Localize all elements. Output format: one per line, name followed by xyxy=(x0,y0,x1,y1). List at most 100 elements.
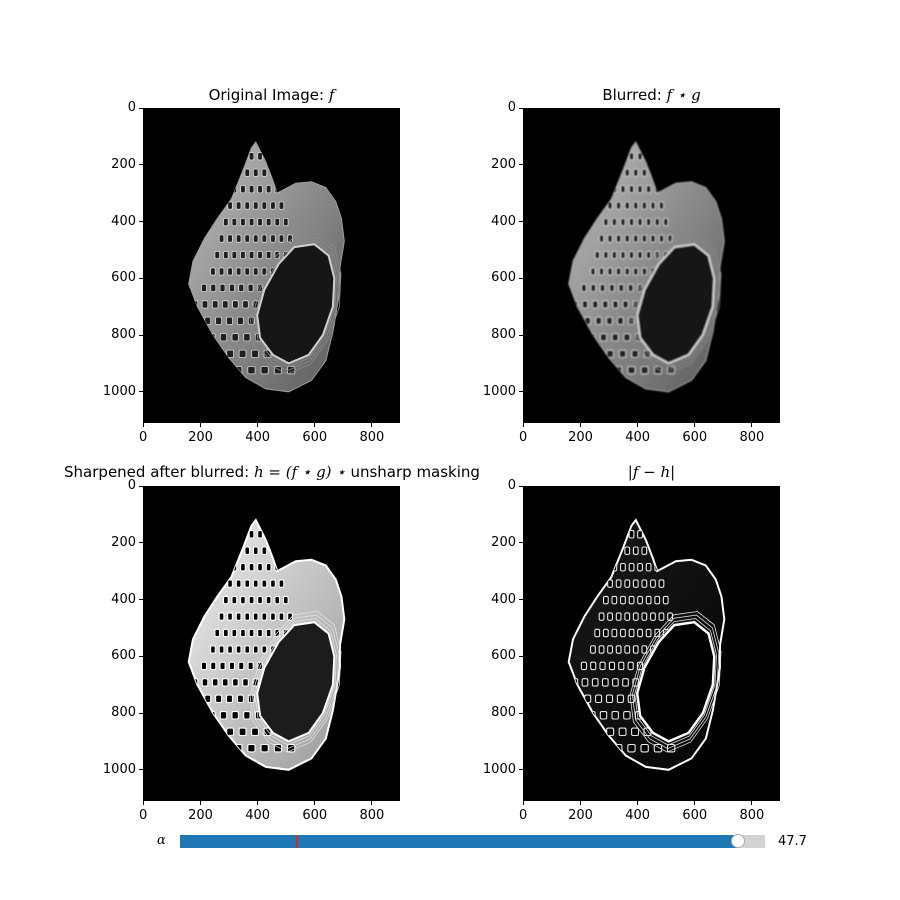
x-tick-mark xyxy=(142,801,144,805)
y-tick-mark xyxy=(139,334,143,336)
y-tick-mark xyxy=(519,277,523,279)
image-canvas xyxy=(567,518,726,771)
y-tick-mark xyxy=(139,655,143,657)
panel-title: Sharpened after blurred: h = (f ⋆ g) ⋆ u… xyxy=(40,463,504,481)
x-tick-mark xyxy=(579,801,581,805)
y-tick-label: 200 xyxy=(491,534,516,550)
y-tick-mark xyxy=(519,712,523,714)
shell-image xyxy=(187,518,346,771)
x-tick-mark xyxy=(636,423,638,427)
y-tick-label: 0 xyxy=(507,100,516,115)
x-tick-label: 600 xyxy=(302,430,328,445)
slider-handle[interactable] xyxy=(731,834,746,848)
panel-title-math: f xyxy=(328,86,335,104)
x-tick-mark xyxy=(256,801,258,805)
panel-title: Original Image: f xyxy=(143,86,400,104)
x-tick-mark xyxy=(750,423,752,427)
x-tick-mark xyxy=(142,423,144,427)
shell-image xyxy=(568,141,725,393)
y-tick-label: 600 xyxy=(111,270,136,286)
y-tick-label: 400 xyxy=(111,213,136,229)
y-tick-mark xyxy=(139,221,143,222)
y-tick-mark xyxy=(139,164,143,166)
x-tick-label: 400 xyxy=(625,430,651,445)
y-tick-label: 0 xyxy=(127,478,136,493)
panel-title-math: |f − h| xyxy=(627,463,676,481)
y-tick-mark xyxy=(139,712,143,714)
y-tick-label: 600 xyxy=(491,648,516,664)
y-tick-label: 800 xyxy=(111,705,136,721)
x-tick-label: 0 xyxy=(139,430,148,445)
y-tick-label: 1000 xyxy=(482,761,516,777)
y-tick-mark xyxy=(139,599,143,600)
x-tick-label: 600 xyxy=(302,808,328,823)
y-tick-label: 1000 xyxy=(102,761,136,777)
x-tick-label: 200 xyxy=(188,808,213,823)
x-tick-mark xyxy=(522,801,524,805)
x-tick-label: 800 xyxy=(739,808,765,823)
y-tick-mark xyxy=(519,107,523,109)
x-tick-label: 400 xyxy=(625,808,651,823)
x-tick-label: 600 xyxy=(682,430,708,445)
image-axes-blurred xyxy=(523,108,780,423)
image-canvas xyxy=(568,141,725,393)
y-tick-mark xyxy=(139,107,143,109)
y-tick-label: 800 xyxy=(491,327,516,343)
x-tick-label: 400 xyxy=(245,430,271,445)
x-tick-mark xyxy=(313,801,315,805)
y-tick-label: 0 xyxy=(127,100,136,115)
x-tick-label: 600 xyxy=(682,808,708,823)
x-tick-mark xyxy=(199,801,201,805)
x-tick-mark xyxy=(370,423,372,427)
y-tick-mark xyxy=(519,655,523,657)
x-tick-mark xyxy=(522,423,524,427)
y-tick-label: 200 xyxy=(111,156,136,172)
x-tick-mark xyxy=(750,801,752,805)
image-axes-original xyxy=(143,108,400,423)
y-tick-label: 200 xyxy=(111,534,136,550)
y-tick-label: 1000 xyxy=(482,383,516,399)
y-tick-label: 400 xyxy=(111,591,136,607)
y-tick-mark xyxy=(519,164,523,166)
x-tick-label: 800 xyxy=(739,430,765,445)
x-tick-mark xyxy=(693,423,695,427)
panel-title-text: Blurred: xyxy=(602,86,667,104)
x-tick-label: 0 xyxy=(519,430,528,445)
y-tick-label: 1000 xyxy=(102,383,136,399)
x-tick-mark xyxy=(693,801,695,805)
x-tick-mark xyxy=(256,423,258,427)
image-canvas xyxy=(187,518,346,771)
image-axes-difference xyxy=(523,486,780,801)
x-tick-mark xyxy=(636,801,638,805)
panel-title-math: f ⋆ g xyxy=(666,86,701,104)
y-tick-label: 0 xyxy=(507,478,516,493)
panel-title-text: Original Image: xyxy=(208,86,329,104)
x-tick-label: 800 xyxy=(359,808,385,823)
x-tick-mark xyxy=(199,423,201,427)
panel-title: Blurred: f ⋆ g xyxy=(523,86,780,104)
panel-title-math: h = (f ⋆ g) ⋆ xyxy=(253,463,346,481)
panel-title-text: Sharpened after blurred: xyxy=(64,463,254,481)
y-tick-label: 400 xyxy=(491,591,516,607)
slider-value: 47.7 xyxy=(778,834,807,849)
x-tick-label: 800 xyxy=(359,430,385,445)
x-tick-label: 400 xyxy=(245,808,271,823)
y-tick-mark xyxy=(519,769,523,771)
x-tick-mark xyxy=(313,423,315,427)
y-tick-label: 800 xyxy=(491,705,516,721)
x-tick-mark xyxy=(579,423,581,427)
y-tick-mark xyxy=(519,334,523,336)
y-tick-label: 400 xyxy=(491,213,516,229)
panel-title: |f − h| xyxy=(523,463,780,481)
x-tick-label: 0 xyxy=(139,808,148,823)
x-tick-label: 200 xyxy=(188,430,213,445)
x-tick-label: 200 xyxy=(568,430,593,445)
shell-image xyxy=(188,141,345,393)
slider-fill xyxy=(180,835,739,848)
image-axes-sharpened xyxy=(143,486,400,801)
panel-title-suffix: unsharp masking xyxy=(345,463,480,481)
slider-label: α xyxy=(157,833,166,848)
y-tick-mark xyxy=(519,391,523,393)
y-tick-label: 800 xyxy=(111,327,136,343)
y-tick-label: 600 xyxy=(491,270,516,286)
